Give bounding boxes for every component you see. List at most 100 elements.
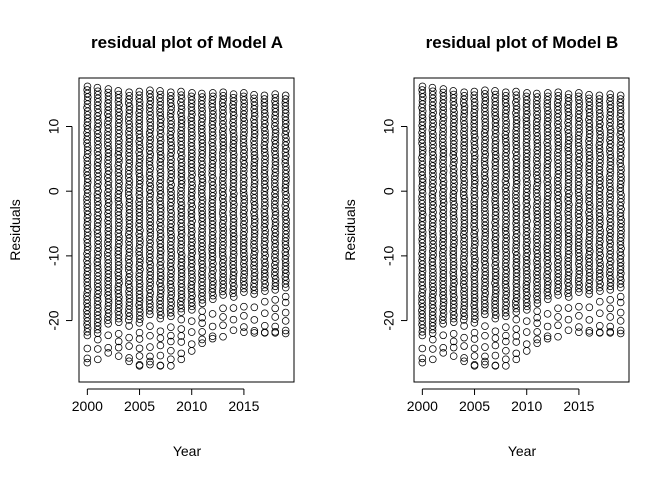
data-point <box>198 313 206 322</box>
data-point <box>229 125 237 134</box>
data-point <box>596 297 604 306</box>
data-point <box>595 123 604 132</box>
data-point <box>104 343 112 352</box>
data-point <box>544 291 552 300</box>
x-tick-label: 2000 <box>407 398 438 414</box>
data-point <box>135 335 144 343</box>
data-point <box>429 251 437 259</box>
data-point <box>146 289 155 297</box>
data-point <box>481 331 489 340</box>
data-point <box>502 362 510 370</box>
data-point <box>512 325 521 333</box>
data-point <box>281 280 290 288</box>
data-point <box>271 322 279 331</box>
data-point <box>219 291 227 299</box>
data-point <box>209 291 217 300</box>
chart-title: residual plot of Model B <box>426 33 619 52</box>
y-tick-label: 10 <box>381 119 397 135</box>
data-point <box>481 164 490 173</box>
data-point <box>501 309 510 317</box>
data-point <box>114 337 123 346</box>
data-point <box>418 344 427 353</box>
data-point <box>167 346 175 355</box>
data-point <box>449 330 458 338</box>
data-point <box>616 329 625 338</box>
data-point <box>616 298 625 307</box>
data-point <box>616 292 625 301</box>
data-point <box>481 322 489 330</box>
data-point <box>145 307 154 315</box>
data-point <box>439 320 447 328</box>
data-point <box>616 308 625 317</box>
data-point <box>124 316 133 324</box>
data-point <box>167 331 175 340</box>
data-point <box>470 352 479 360</box>
y-tick-label: 10 <box>46 119 62 135</box>
data-point <box>522 328 531 336</box>
data-point <box>167 337 175 346</box>
data-point <box>585 329 594 337</box>
data-point <box>449 352 458 360</box>
data-point <box>502 355 510 364</box>
data-point <box>502 331 510 340</box>
data-point <box>470 319 479 327</box>
data-point <box>418 285 427 293</box>
data-point <box>146 352 154 361</box>
data-point <box>553 287 562 296</box>
data-point <box>125 262 133 271</box>
data-point <box>606 304 614 313</box>
data-point <box>94 355 102 364</box>
data-point <box>450 154 458 163</box>
data-point <box>250 290 258 298</box>
data-point <box>208 332 217 341</box>
data-point <box>480 307 489 315</box>
data-point <box>471 315 479 324</box>
data-point <box>115 154 123 163</box>
x-axis-label: Year <box>173 443 202 459</box>
data-point <box>198 307 206 315</box>
data-point <box>125 342 133 350</box>
data-point <box>135 352 144 360</box>
data-point <box>585 327 594 335</box>
data-point <box>418 354 427 363</box>
data-point <box>260 123 269 132</box>
data-point <box>565 282 573 291</box>
data-point <box>585 247 594 256</box>
data-point <box>94 251 102 259</box>
data-point <box>575 312 583 320</box>
data-point <box>585 286 594 295</box>
data-point <box>512 332 521 340</box>
data-point <box>187 347 196 355</box>
data-point <box>481 122 490 130</box>
data-point <box>261 309 269 318</box>
data-point <box>156 279 164 287</box>
data-point <box>491 362 500 370</box>
data-point <box>439 331 447 340</box>
data-point <box>512 294 521 302</box>
data-point <box>543 322 552 331</box>
data-point <box>502 170 510 178</box>
data-point <box>271 122 279 130</box>
data-point <box>83 331 92 340</box>
data-point <box>459 316 468 324</box>
data-point <box>595 255 604 263</box>
data-point <box>512 355 521 364</box>
data-point <box>616 326 625 335</box>
data-point <box>575 302 583 311</box>
data-point <box>198 328 206 336</box>
data-point <box>512 304 521 313</box>
data-point <box>218 209 227 217</box>
data-point <box>459 188 468 196</box>
data-point <box>198 319 206 327</box>
data-point <box>595 283 604 292</box>
data-point <box>250 247 259 256</box>
data-point <box>271 296 279 304</box>
data-point <box>260 255 269 263</box>
data-point <box>470 344 479 353</box>
data-point <box>439 343 447 352</box>
data-point <box>177 332 186 340</box>
data-point <box>125 312 134 321</box>
data-point <box>281 298 290 307</box>
data-point <box>166 309 175 317</box>
data-point <box>606 122 614 130</box>
